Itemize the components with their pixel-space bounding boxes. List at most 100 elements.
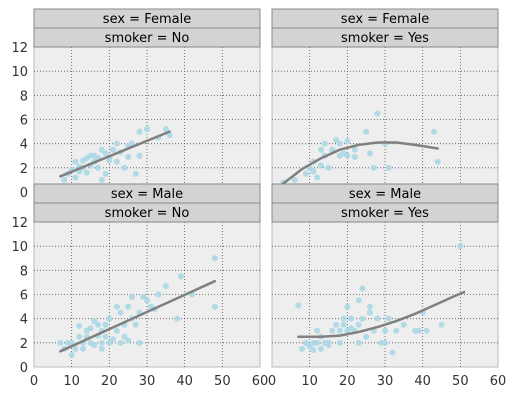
x-tick-label: 50: [214, 374, 231, 389]
data-point: [113, 303, 120, 310]
data-point: [325, 164, 332, 171]
data-point: [321, 140, 328, 147]
data-point: [102, 170, 109, 177]
data-point: [72, 174, 79, 181]
x-tick-label: 10: [63, 374, 80, 389]
data-point: [359, 285, 366, 292]
data-point: [314, 174, 321, 181]
data-point: [117, 339, 124, 346]
facet-strip-label: smoker = No: [105, 31, 190, 46]
data-point: [98, 339, 105, 346]
panel-female-yes: sex = Female smoker = Yes: [271, 8, 499, 193]
y-tick-label: 8: [20, 264, 28, 279]
data-point: [370, 164, 377, 171]
data-point: [336, 140, 343, 147]
data-point: [155, 291, 162, 298]
y-tick-label: 4: [20, 138, 28, 153]
data-point: [57, 339, 64, 346]
y-tick-label: 2: [20, 162, 28, 177]
y-tick-label: 2: [20, 337, 28, 352]
x-tick-label: 10: [301, 374, 318, 389]
data-point: [162, 283, 169, 290]
x-tick-label: 20: [339, 374, 356, 389]
data-point: [340, 321, 347, 328]
data-point: [317, 162, 324, 169]
x-tick-label: 0: [30, 374, 38, 389]
data-point: [295, 302, 302, 309]
y-tick-label: 12: [11, 41, 28, 56]
data-point: [336, 339, 343, 346]
data-point: [132, 321, 139, 328]
y-tick-label: 12: [11, 216, 28, 231]
facet-strip-label: smoker = Yes: [341, 206, 429, 221]
data-point: [83, 169, 90, 176]
data-point: [128, 293, 135, 300]
facet-strip: [33, 27, 261, 48]
data-point: [102, 321, 109, 328]
data-point: [385, 315, 392, 322]
data-point: [140, 293, 147, 300]
data-point: [174, 315, 181, 322]
data-point: [374, 110, 381, 117]
data-point: [91, 318, 98, 325]
data-point: [385, 164, 392, 171]
data-point: [95, 164, 102, 171]
y-tick-label: 4: [20, 313, 28, 328]
data-point: [393, 327, 400, 334]
regression-line: [59, 130, 171, 178]
regression-line: [282, 141, 439, 185]
facet-strip: [271, 202, 499, 223]
data-point: [302, 339, 309, 346]
data-point: [363, 128, 370, 135]
data-point: [211, 255, 218, 262]
data-point: [355, 297, 362, 304]
data-point: [61, 176, 68, 183]
data-point: [102, 333, 109, 340]
data-point: [333, 137, 340, 144]
facet-strip: [271, 27, 499, 48]
data-point: [333, 321, 340, 328]
y-tick-label: 0: [20, 361, 28, 376]
data-point: [382, 339, 388, 346]
data-point: [98, 345, 105, 352]
regression-line: [297, 290, 466, 339]
data-point: [415, 327, 422, 334]
data-point: [132, 170, 139, 177]
y-tick-label: 0: [20, 186, 28, 201]
data-point: [113, 327, 120, 334]
data-point: [366, 303, 373, 310]
facet-strip-label: sex = Male: [111, 187, 183, 202]
data-point: [434, 158, 441, 165]
facet-strip-label: sex = Female: [341, 12, 429, 27]
regression-line: [59, 279, 217, 353]
data-point: [125, 337, 132, 344]
data-point: [310, 168, 317, 175]
facet-strip-label: smoker = No: [105, 206, 190, 221]
data-point: [302, 170, 309, 177]
data-point: [344, 138, 351, 145]
y-tick-label: 10: [11, 65, 28, 80]
data-point: [121, 333, 128, 340]
data-point: [98, 176, 105, 183]
data-point: [136, 128, 143, 135]
data-point: [106, 315, 113, 322]
data-point: [325, 342, 332, 349]
data-point: [72, 345, 79, 352]
data-point: [400, 321, 407, 328]
data-point: [310, 347, 317, 354]
y-tick-label: 6: [20, 289, 28, 304]
data-point: [211, 303, 218, 310]
data-point: [102, 150, 109, 157]
data-point: [87, 325, 94, 332]
data-point: [117, 309, 124, 316]
data-point: [314, 327, 321, 334]
data-point: [121, 164, 128, 171]
data-point: [438, 321, 445, 328]
data-point: [125, 303, 132, 310]
data-point: [344, 303, 351, 310]
panel-female-no: sex = Female smoker = No 0 2 4 6 8 10 12: [11, 8, 261, 201]
data-point: [72, 158, 79, 165]
data-point: [340, 315, 347, 322]
data-point: [348, 315, 355, 322]
